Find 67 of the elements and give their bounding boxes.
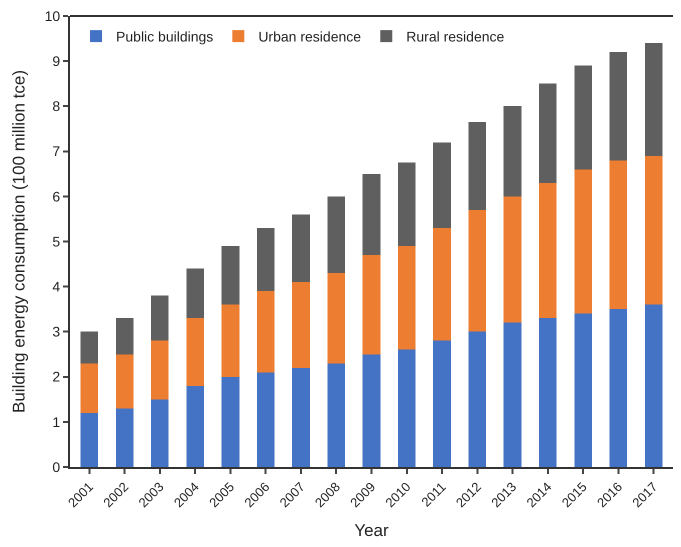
bar <box>292 368 310 467</box>
bar <box>116 354 134 408</box>
y-tick-label: 1 <box>52 414 60 430</box>
y-tick-label: 0 <box>52 458 60 475</box>
bar <box>222 304 240 377</box>
bar <box>362 255 380 354</box>
bar <box>80 412 98 467</box>
bar <box>468 122 486 210</box>
bar <box>539 84 557 183</box>
bar <box>222 376 240 467</box>
y-tick-label: 6 <box>52 188 60 204</box>
bar <box>574 314 592 467</box>
bar <box>433 340 451 467</box>
bar <box>186 318 204 386</box>
bar <box>504 106 522 196</box>
bar <box>610 309 628 467</box>
bar <box>539 318 557 467</box>
bar <box>644 156 662 305</box>
bar <box>292 214 310 282</box>
bar <box>574 66 592 170</box>
y-tick-label: 4 <box>52 278 60 294</box>
bar <box>539 182 557 318</box>
bar <box>433 228 451 341</box>
bar <box>151 296 169 341</box>
bar <box>327 273 346 364</box>
bar <box>80 332 98 364</box>
y-tick-label: 8 <box>52 98 60 114</box>
bar <box>292 282 310 368</box>
bar <box>151 340 169 400</box>
y-tick-label: 3 <box>52 324 60 340</box>
bar <box>610 52 628 160</box>
bar <box>116 408 134 467</box>
y-tick-label: 5 <box>52 233 60 250</box>
bar <box>504 322 522 467</box>
bar <box>644 304 662 467</box>
bar <box>504 196 522 323</box>
bar <box>256 291 275 372</box>
legend-label: Urban residence <box>258 28 362 45</box>
bar <box>186 386 204 467</box>
y-tick-label: 10 <box>44 8 60 24</box>
bar <box>610 160 628 310</box>
bar <box>222 246 240 305</box>
legend-label: Public buildings <box>116 28 214 45</box>
y-tick-label: 7 <box>52 143 60 160</box>
bar <box>644 43 662 156</box>
bar <box>574 169 592 314</box>
bar <box>468 332 486 467</box>
x-axis-title: Year <box>354 521 390 540</box>
bar <box>362 354 380 467</box>
bar <box>327 196 346 274</box>
bar <box>398 350 416 467</box>
bar <box>327 363 346 467</box>
bar <box>468 210 486 332</box>
bar <box>256 372 275 467</box>
legend-label: Rural residence <box>406 28 505 45</box>
bar <box>398 162 416 246</box>
y-axis-title: Building energy consumption (100 million tce) <box>10 70 29 414</box>
bar <box>186 268 204 318</box>
bar <box>116 318 134 354</box>
bar <box>256 228 275 292</box>
bar <box>80 363 98 413</box>
bar <box>398 246 416 350</box>
y-tick-label: 9 <box>52 53 60 69</box>
bar <box>151 399 169 467</box>
bar <box>433 142 451 228</box>
y-tick-label: 2 <box>52 368 60 385</box>
bar <box>362 174 380 256</box>
